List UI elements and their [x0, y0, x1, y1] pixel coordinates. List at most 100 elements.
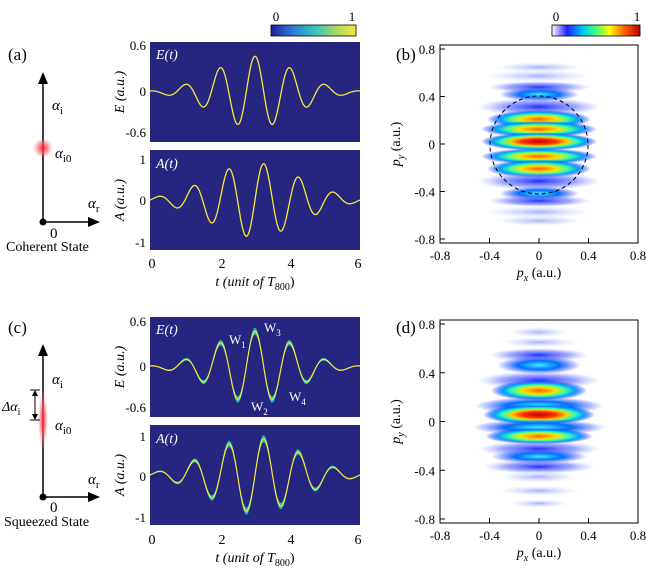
panel-c-label: (c) — [8, 318, 27, 337]
svg-text:0: 0 — [149, 257, 156, 272]
origin-label: 0 — [50, 226, 58, 242]
momentum-band — [499, 485, 579, 496]
colorbar-left-min: 0 — [273, 9, 280, 24]
svg-text:-1: -1 — [135, 510, 146, 525]
x-tick-label: -0.8 — [430, 528, 451, 543]
plot-a-E: E(t) 0.6 0 -0.6 E (a.u.) — [113, 38, 361, 142]
momentum-band — [495, 215, 583, 226]
dashed-circle — [489, 95, 589, 195]
x-axis-label: t (unit of T800) — [215, 551, 295, 569]
colorbar-left-max: 1 — [349, 9, 356, 24]
y-tick-label: 0 — [429, 415, 436, 430]
x-tick-label: -0.4 — [479, 248, 500, 263]
y-axis-label: E (a.u.) — [113, 345, 128, 389]
coherent-state-dot — [33, 138, 53, 158]
y-tick-label: 0 — [429, 137, 436, 152]
svg-text:2: 2 — [219, 257, 226, 272]
squeezed-state-label: Squeezed State — [4, 515, 89, 530]
squeezed-state-ellipse — [38, 390, 48, 450]
origin-dot — [39, 218, 47, 226]
svg-text:0: 0 — [140, 359, 147, 374]
series-line-A — [149, 163, 361, 237]
series-line-E — [149, 55, 361, 126]
momentum-band — [495, 62, 583, 73]
svg-text:αr: αr — [88, 196, 100, 215]
svg-text:W1: W1 — [229, 332, 246, 350]
plot-label: A(t) — [155, 432, 178, 447]
y-tick-label: -0.4 — [414, 463, 435, 478]
panel-a-label: (a) — [8, 45, 27, 64]
svg-text:Δαi: Δαi — [1, 400, 21, 418]
panel-c-diagram: (c) 0 αi αr Δαi αi0 Squeezed State — [1, 318, 100, 530]
panel-b-label: (b) — [396, 45, 416, 64]
momentum-band — [491, 380, 587, 401]
svg-text:1: 1 — [140, 429, 147, 444]
svg-text:0.6: 0.6 — [130, 38, 147, 53]
colorbar-right-min: 0 — [553, 9, 560, 24]
svg-text:0: 0 — [140, 193, 147, 208]
x-axis-label: px (a.u.) — [516, 546, 562, 564]
y-tick-label: -0.4 — [414, 185, 435, 200]
x-axis-label: t (unit of T800) — [215, 275, 295, 293]
momentum-distribution — [477, 62, 601, 226]
colorbar-right: 0 1 — [551, 9, 641, 37]
momentum-distribution — [473, 327, 605, 508]
x-tick-label: -0.8 — [430, 248, 451, 263]
svg-text:4: 4 — [288, 257, 295, 272]
x-tick-label: 0 — [536, 248, 543, 263]
momentum-band — [509, 327, 569, 338]
plot-label: E(t) — [155, 323, 178, 338]
svg-text:0: 0 — [140, 469, 147, 484]
svg-text:0: 0 — [140, 84, 147, 99]
y-axis-label: py (a.u.) — [389, 121, 407, 167]
origin-label: 0 — [50, 500, 58, 516]
y-tick-label: 0.8 — [419, 42, 435, 57]
panel-d-label: (d) — [396, 318, 416, 337]
panel-a-diagram: (a) 0 αi αr αi0 Coherent State — [6, 45, 100, 255]
momentum-band — [483, 459, 595, 474]
momentum-band — [499, 337, 579, 348]
y-axis-label: A (a.u.) — [113, 179, 128, 222]
momentum-band — [487, 194, 591, 207]
coherent-state-label: Coherent State — [6, 240, 89, 255]
svg-text:αi0: αi0 — [55, 146, 72, 165]
arrow-up-icon — [38, 72, 48, 84]
arrow-up-icon — [38, 344, 48, 356]
series-line-A — [149, 438, 361, 512]
momentum-band — [481, 148, 597, 165]
svg-text:αi: αi — [52, 98, 63, 117]
y-tick-label: -0.8 — [414, 232, 435, 247]
origin-dot — [39, 493, 47, 501]
momentum-band — [483, 404, 595, 425]
x-tick-label: 0.8 — [630, 248, 646, 263]
momentum-band — [481, 121, 597, 138]
series-line-E — [149, 330, 361, 401]
x-tick-label: 0.4 — [580, 528, 597, 543]
svg-text:-1: -1 — [135, 235, 146, 250]
y-tick-label: -0.8 — [414, 512, 435, 527]
svg-text:-0.6: -0.6 — [125, 125, 146, 140]
x-axis-label: px (a.u.) — [516, 266, 562, 284]
panel-d-momentum: (d) 0.8 0.4 0 -0.4 -0.8-0.8 -0.4 0 0.4 0.8 px (a.… — [389, 317, 646, 564]
svg-text:6: 6 — [355, 257, 362, 272]
svg-text:1: 1 — [140, 152, 147, 167]
svg-text:W2: W2 — [251, 399, 268, 417]
colorbar-left: 0 1 — [270, 9, 357, 37]
x-tick-label: 0.4 — [580, 248, 597, 263]
x-tick-label: 0 — [536, 528, 543, 543]
momentum-band — [509, 499, 569, 508]
momentum-band — [485, 206, 593, 219]
plot-c-A: A(t) 1 0 -1 A (a.u.) 0 2 4 6 t (unit of … — [113, 425, 362, 569]
plot-label: E(t) — [155, 48, 178, 63]
momentum-band — [485, 428, 593, 445]
y-axis-label: py (a.u.) — [389, 399, 407, 445]
plot-label: A(t) — [155, 157, 178, 172]
momentum-band — [491, 449, 587, 464]
svg-text:2: 2 — [219, 533, 226, 548]
plot-c-E: E(t) W1 W2 W3 W4 0.6 0 -0.6 E (a.u.) — [113, 314, 361, 417]
panel-b-momentum: (b) 0.8 0.4 0 -0.4 -0.8-0.8 -0.4 0 0.4 0.8 px (a.… — [389, 42, 646, 284]
svg-text:αi: αi — [52, 372, 63, 391]
momentum-band — [497, 356, 581, 375]
svg-text:0.6: 0.6 — [130, 314, 147, 329]
